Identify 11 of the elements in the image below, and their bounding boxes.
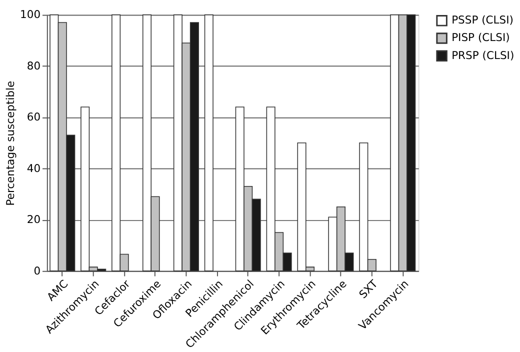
- y-tick-label: 40: [26, 162, 41, 175]
- y-tick-label: 80: [26, 59, 41, 72]
- y-axis-title: Percentage susceptible: [4, 80, 18, 206]
- legend-label: PISP (CLSI): [452, 31, 510, 44]
- y-tick-label: 100: [20, 8, 41, 22]
- legend-label: PRSP (CLSI): [452, 48, 514, 62]
- y-tick-label: 20: [26, 213, 41, 226]
- y-tick-label: 0: [34, 264, 41, 278]
- legend-label: PSSP (CLSI): [452, 14, 514, 27]
- y-tick-label: 60: [26, 110, 41, 124]
- bar: [204, 14, 214, 272]
